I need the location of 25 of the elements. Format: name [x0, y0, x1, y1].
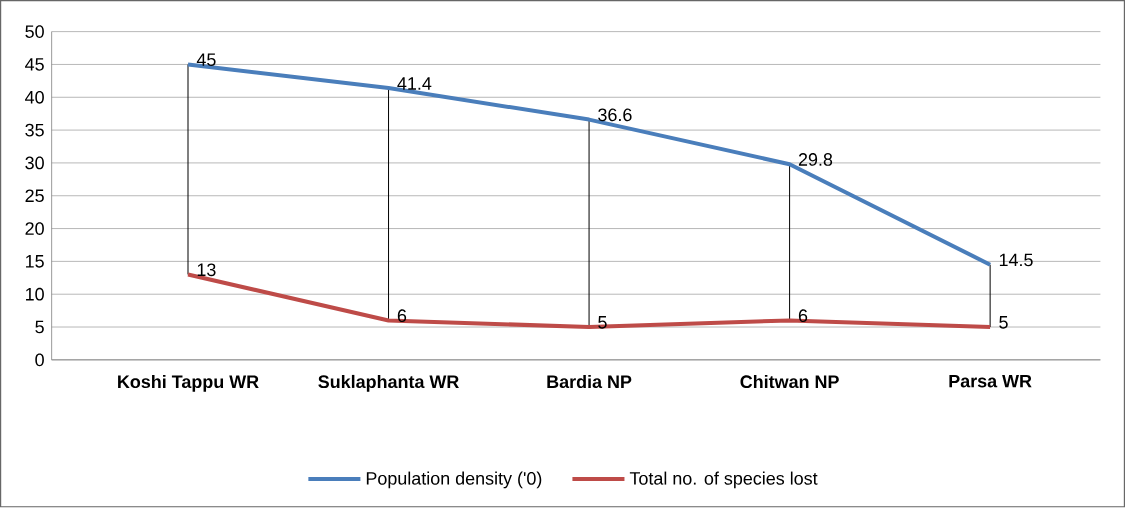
y-tick-label: 15: [26, 255, 44, 268]
y-tick-label: 40: [25, 91, 44, 104]
y-tick-label: 5: [35, 320, 44, 334]
data-label: 29.8: [798, 153, 833, 167]
data-label: 36.6: [598, 108, 632, 122]
x-tick-label: Suklaphanta WR: [318, 375, 459, 392]
x-tick-label: Chitwan NP: [740, 375, 839, 389]
y-tick-label: 50: [25, 25, 44, 39]
y-tick-label: 30: [25, 156, 44, 170]
data-label: 45: [196, 53, 216, 67]
data-label: 5: [999, 316, 1008, 329]
y-tick-label: 10: [26, 288, 44, 301]
x-tick-label: Koshi Tappu WR: [118, 375, 259, 392]
y-tick-label: 20: [25, 222, 44, 236]
data-label: 13: [197, 263, 216, 277]
x-tick-label: Bardia NP: [547, 375, 632, 389]
y-tick-label: 25: [25, 189, 44, 203]
legend-label: Total no. of species lost: [629, 471, 818, 489]
x-tick-label: Parsa WR: [949, 375, 1032, 388]
data-label: 14.5: [999, 253, 1033, 267]
legend-label: Population density ('0): [366, 471, 542, 489]
y-tick-label: 0: [35, 353, 44, 367]
data-label: 41.4: [397, 77, 432, 90]
y-tick-label: 35: [25, 123, 44, 137]
y-tick-label: 45: [25, 58, 44, 71]
